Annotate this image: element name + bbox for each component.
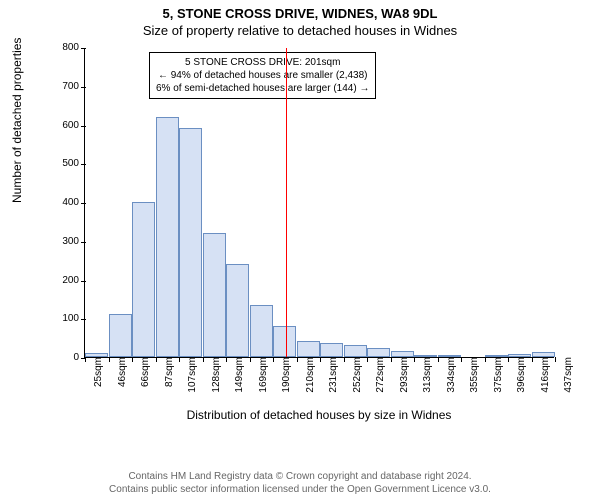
histogram-bar xyxy=(132,202,155,357)
histogram-bar xyxy=(320,343,343,357)
marker-line xyxy=(286,48,287,357)
histogram-bar xyxy=(273,326,296,357)
y-tick: 700 xyxy=(53,82,85,92)
histogram-bar xyxy=(109,314,132,357)
x-tick: 375sqm xyxy=(491,357,504,393)
histogram-bar xyxy=(156,117,179,357)
footer-attribution: Contains HM Land Registry data © Crown c… xyxy=(0,470,600,496)
x-axis-label: Distribution of detached houses by size … xyxy=(84,408,554,462)
x-tick: 437sqm xyxy=(561,357,574,393)
callout-line2: ← 94% of detached houses are smaller (2,… xyxy=(156,69,369,82)
x-tick: 87sqm xyxy=(162,357,175,387)
title-main: 5, STONE CROSS DRIVE, WIDNES, WA8 9DL xyxy=(0,0,600,21)
x-tick: 252sqm xyxy=(350,357,363,393)
x-tick: 190sqm xyxy=(279,357,292,393)
histogram-bar xyxy=(250,305,273,357)
x-tick: 293sqm xyxy=(397,357,410,393)
footer-line2: Contains public sector information licen… xyxy=(0,483,600,496)
x-tick: 355sqm xyxy=(467,357,480,393)
x-tick: 231sqm xyxy=(326,357,339,393)
x-tick: 272sqm xyxy=(373,357,386,393)
y-tick: 200 xyxy=(53,276,85,286)
y-tick: 800 xyxy=(53,43,85,53)
histogram-bar xyxy=(367,348,390,357)
x-tick: 107sqm xyxy=(185,357,198,393)
callout-line1: 5 STONE CROSS DRIVE: 201sqm xyxy=(156,56,369,69)
x-tick: 169sqm xyxy=(256,357,269,393)
callout-box: 5 STONE CROSS DRIVE: 201sqm ← 94% of det… xyxy=(149,52,376,99)
y-tick: 100 xyxy=(53,314,85,324)
y-axis-label: Number of detached properties xyxy=(10,38,24,203)
plot-area: 5 STONE CROSS DRIVE: 201sqm ← 94% of det… xyxy=(84,48,554,358)
histogram-bar xyxy=(297,341,320,357)
x-tick: 128sqm xyxy=(209,357,222,393)
y-tick: 500 xyxy=(53,159,85,169)
y-tick: 300 xyxy=(53,237,85,247)
x-tick: 25sqm xyxy=(91,357,104,387)
x-tick: 313sqm xyxy=(420,357,433,393)
y-tick: 400 xyxy=(53,198,85,208)
histogram-bar xyxy=(344,345,367,357)
x-tick: 66sqm xyxy=(138,357,151,387)
y-tick: 0 xyxy=(53,353,85,363)
histogram-bar xyxy=(226,264,249,357)
x-tick: 416sqm xyxy=(538,357,551,393)
x-tick: 149sqm xyxy=(232,357,245,393)
histogram-bar xyxy=(203,233,226,357)
title-sub: Size of property relative to detached ho… xyxy=(0,21,600,38)
x-tick: 46sqm xyxy=(115,357,128,387)
callout-line3: 6% of semi-detached houses are larger (1… xyxy=(156,82,369,95)
y-tick: 600 xyxy=(53,121,85,131)
histogram-bar xyxy=(179,128,202,357)
footer-line1: Contains HM Land Registry data © Crown c… xyxy=(0,470,600,483)
histogram-chart: Number of detached properties 5 STONE CR… xyxy=(46,48,566,408)
x-tick: 396sqm xyxy=(514,357,527,393)
x-tick: 210sqm xyxy=(303,357,316,393)
x-tick: 334sqm xyxy=(444,357,457,393)
